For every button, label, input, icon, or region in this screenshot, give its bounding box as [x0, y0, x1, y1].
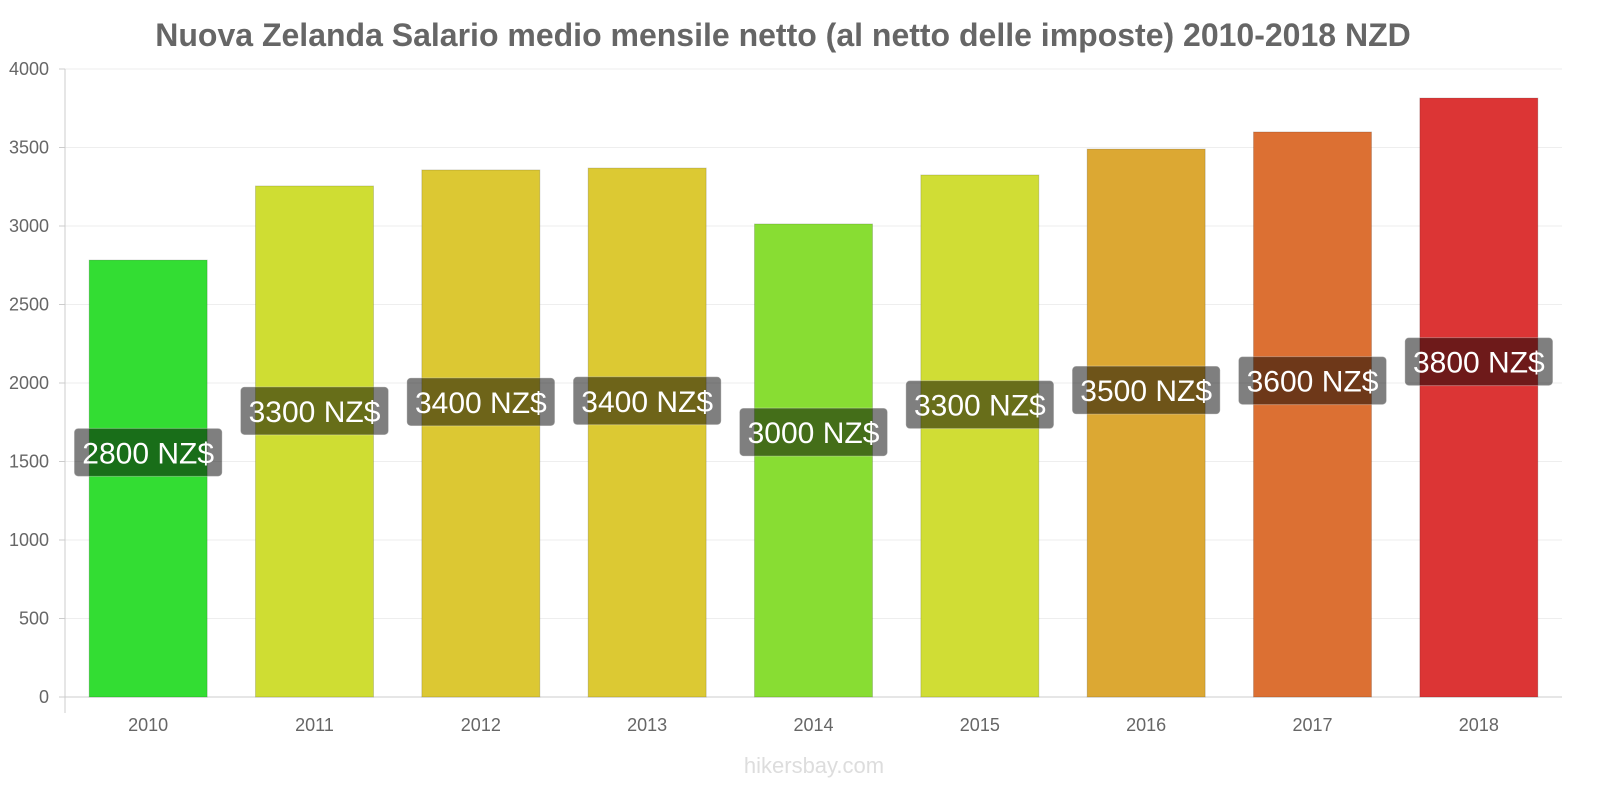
- data-label-box: [73, 427, 223, 477]
- data-label-box: [1404, 337, 1554, 387]
- chart-title: Nuova Zelanda Salario medio mensile nett…: [155, 17, 1410, 53]
- y-tick-label: 4000: [9, 59, 49, 79]
- x-tick-label: 2014: [793, 715, 833, 735]
- bar-2011: [255, 185, 374, 698]
- y-tick-label: 1000: [9, 530, 49, 550]
- data-label: 3300 NZ$: [249, 396, 381, 429]
- x-tick-label: 2012: [461, 715, 501, 735]
- data-label-box: [572, 376, 722, 426]
- y-tick-label: 2000: [9, 373, 49, 393]
- x-tick-label: 2010: [128, 715, 168, 735]
- bar-2010: [88, 259, 208, 698]
- x-tick-label: 2013: [627, 715, 667, 735]
- y-tick-label: 3500: [9, 138, 49, 158]
- bar-2013: [587, 167, 707, 698]
- watermark: hikersbay.com: [744, 753, 884, 778]
- data-label: 3600 NZ$: [1247, 366, 1379, 399]
- y-tick-label: 1500: [9, 452, 49, 472]
- y-tick-label: 500: [19, 609, 49, 629]
- data-label-box: [240, 386, 389, 436]
- data-label: 3000 NZ$: [748, 417, 880, 450]
- data-label: 3400 NZ$: [581, 386, 713, 419]
- data-label: 2800 NZ$: [82, 437, 214, 470]
- x-tick-label: 2018: [1459, 715, 1499, 735]
- bar-2014: [754, 223, 873, 698]
- y-tick-label: 3000: [9, 216, 49, 236]
- data-label: 3800 NZ$: [1413, 347, 1545, 380]
- data-label: 3300 NZ$: [914, 390, 1046, 423]
- data-label: 3500 NZ$: [1080, 375, 1212, 408]
- data-label-box: [1071, 365, 1221, 415]
- x-tick-label: 2016: [1126, 715, 1166, 735]
- x-tick-label: 2011: [295, 715, 334, 735]
- data-label: 3400 NZ$: [415, 387, 547, 420]
- x-tick-label: 2017: [1292, 715, 1332, 735]
- bar-2015: [920, 174, 1040, 698]
- data-label-box: [1238, 356, 1387, 406]
- data-label-box: [905, 380, 1055, 430]
- bar-2017: [1253, 131, 1372, 698]
- data-label-box: [739, 407, 888, 457]
- y-tick-label: 2500: [9, 295, 49, 315]
- bar-2016: [1086, 148, 1206, 698]
- bar-2012: [421, 169, 541, 698]
- x-tick-label: 2015: [960, 715, 1000, 735]
- y-tick-label: 0: [39, 687, 49, 707]
- data-label-box: [406, 377, 556, 427]
- bar-2018: [1419, 97, 1539, 698]
